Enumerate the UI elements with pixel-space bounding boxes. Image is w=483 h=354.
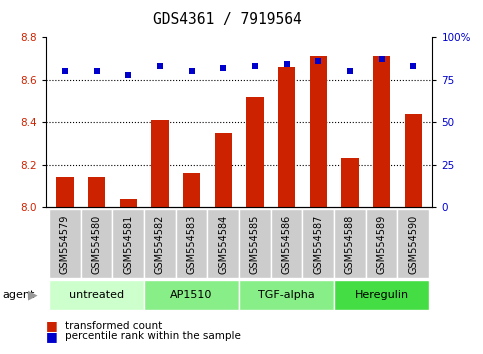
Bar: [183, 173, 200, 207]
Text: agent: agent: [2, 290, 35, 300]
Bar: [151, 120, 169, 207]
Point: [156, 63, 164, 69]
Text: untreated: untreated: [69, 290, 124, 300]
Text: GSM554590: GSM554590: [408, 215, 418, 274]
Point: [219, 65, 227, 70]
Text: GSM554581: GSM554581: [123, 215, 133, 274]
Bar: [144, 280, 239, 310]
Bar: [49, 280, 144, 310]
Text: GSM554580: GSM554580: [92, 215, 101, 274]
Point: [188, 68, 196, 74]
Point: [61, 68, 69, 74]
Bar: [278, 67, 295, 207]
Bar: [49, 209, 81, 278]
Bar: [81, 209, 113, 278]
Point: [283, 62, 290, 67]
Text: GSM554585: GSM554585: [250, 215, 260, 274]
Bar: [113, 209, 144, 278]
Bar: [239, 209, 271, 278]
Bar: [398, 209, 429, 278]
Text: GSM554582: GSM554582: [155, 215, 165, 274]
Point: [251, 63, 259, 69]
Point: [378, 56, 385, 62]
Text: ■: ■: [46, 319, 57, 332]
Bar: [405, 114, 422, 207]
Point: [93, 68, 100, 74]
Text: TGF-alpha: TGF-alpha: [258, 290, 315, 300]
Text: GSM554583: GSM554583: [186, 215, 197, 274]
Bar: [302, 209, 334, 278]
Bar: [334, 280, 429, 310]
Bar: [56, 177, 73, 207]
Text: GSM554586: GSM554586: [282, 215, 292, 274]
Bar: [239, 280, 334, 310]
Bar: [366, 209, 398, 278]
Bar: [246, 97, 264, 207]
Bar: [144, 209, 176, 278]
Point: [124, 72, 132, 78]
Text: GSM554584: GSM554584: [218, 215, 228, 274]
Text: transformed count: transformed count: [65, 321, 162, 331]
Text: GSM554588: GSM554588: [345, 215, 355, 274]
Text: ▶: ▶: [28, 288, 38, 301]
Point: [346, 68, 354, 74]
Text: GSM554579: GSM554579: [60, 215, 70, 274]
Point: [410, 63, 417, 69]
Bar: [373, 56, 390, 207]
Bar: [176, 209, 207, 278]
Text: ■: ■: [46, 330, 57, 343]
Bar: [88, 177, 105, 207]
Bar: [207, 209, 239, 278]
Text: GDS4361 / 7919564: GDS4361 / 7919564: [153, 12, 301, 27]
Bar: [334, 209, 366, 278]
Text: AP1510: AP1510: [170, 290, 213, 300]
Bar: [341, 158, 359, 207]
Bar: [310, 56, 327, 207]
Bar: [119, 199, 137, 207]
Text: GSM554589: GSM554589: [377, 215, 386, 274]
Text: GSM554587: GSM554587: [313, 215, 323, 274]
Text: percentile rank within the sample: percentile rank within the sample: [65, 331, 241, 341]
Text: Heregulin: Heregulin: [355, 290, 409, 300]
Bar: [271, 209, 302, 278]
Bar: [214, 133, 232, 207]
Point: [314, 58, 322, 64]
